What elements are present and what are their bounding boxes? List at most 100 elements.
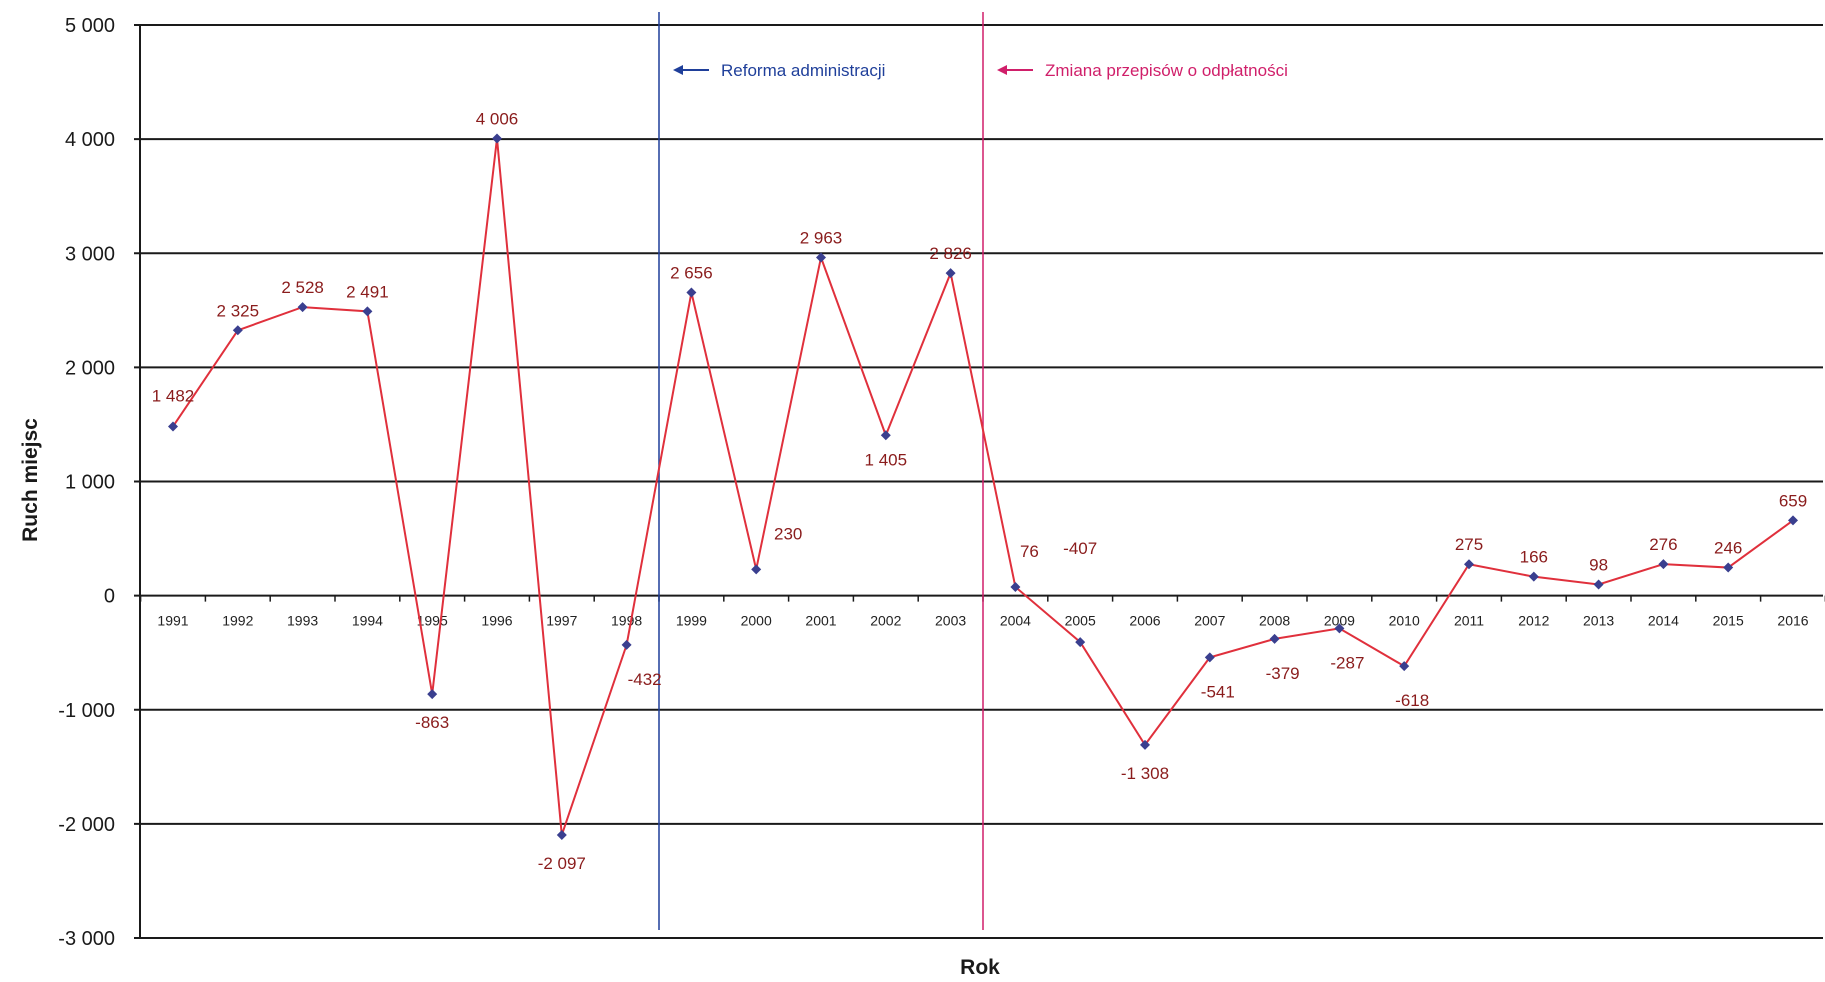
data-label: 246 bbox=[1714, 539, 1742, 558]
data-point bbox=[297, 302, 308, 313]
data-label: 4 006 bbox=[476, 109, 519, 128]
data-point bbox=[232, 325, 243, 336]
y-axis-title: Ruch miejsc bbox=[19, 418, 42, 542]
data-point bbox=[362, 306, 373, 317]
x-tick-label: 2014 bbox=[1648, 613, 1679, 629]
axes bbox=[134, 24, 1825, 939]
x-tick-label: 2004 bbox=[1000, 613, 1031, 629]
data-point bbox=[427, 689, 438, 700]
data-point bbox=[1269, 633, 1280, 644]
data-label: -407 bbox=[1063, 539, 1097, 558]
y-tick-label: 1 000 bbox=[65, 472, 115, 494]
y-tick-label: -3 000 bbox=[58, 928, 115, 950]
data-point bbox=[1010, 581, 1021, 592]
x-tick-label: 2006 bbox=[1129, 613, 1160, 629]
data-label: -863 bbox=[415, 713, 449, 732]
data-point bbox=[816, 252, 826, 263]
data-point bbox=[621, 639, 632, 650]
data-point bbox=[1204, 652, 1215, 663]
x-tick-label: 1997 bbox=[546, 613, 577, 629]
x-tick-labels: 1991 1992 1993 1994 1995 1996 1997 1998 1999 2000… bbox=[157, 613, 1808, 629]
data-label: -2 097 bbox=[538, 854, 586, 873]
regulation-arrowhead-icon bbox=[997, 65, 1007, 75]
data-label: -1 308 bbox=[1121, 764, 1169, 783]
x-tick-label: 1992 bbox=[222, 613, 253, 629]
x-tick-label: 1993 bbox=[287, 613, 318, 629]
data-label: 1 482 bbox=[152, 386, 195, 405]
gridlines bbox=[140, 24, 1823, 939]
data-point bbox=[1593, 579, 1604, 590]
data-point bbox=[168, 421, 178, 432]
data-point bbox=[1334, 623, 1345, 634]
reform-arrowhead-icon bbox=[673, 65, 683, 75]
x-tick-label: 2015 bbox=[1713, 613, 1744, 629]
x-tick-label: 2005 bbox=[1065, 613, 1096, 629]
x-tick-label: 2013 bbox=[1583, 613, 1614, 629]
data-label: 2 528 bbox=[281, 278, 324, 297]
x-tick-label: 1991 bbox=[157, 613, 188, 629]
x-tick-label: 2008 bbox=[1259, 613, 1290, 629]
data-label: 166 bbox=[1520, 548, 1548, 567]
data-point bbox=[492, 133, 502, 144]
x-tick-label: 2011 bbox=[1454, 613, 1484, 629]
data-point bbox=[1399, 661, 1410, 672]
x-axis-title: Rok bbox=[960, 956, 1000, 979]
x-tick-label: 1996 bbox=[481, 613, 512, 629]
y-tick-label: 5 000 bbox=[65, 15, 115, 37]
x-tick-label: 1994 bbox=[352, 613, 383, 629]
data-points bbox=[168, 133, 1798, 840]
x-tick-label: 2001 bbox=[805, 613, 836, 629]
data-label: 76 bbox=[1020, 542, 1039, 561]
x-tick-label: 2016 bbox=[1777, 613, 1808, 629]
data-point bbox=[1723, 562, 1734, 573]
data-point bbox=[880, 430, 891, 441]
x-tick-label: 2010 bbox=[1389, 613, 1420, 629]
x-tick-label: 1999 bbox=[676, 613, 707, 629]
data-labels: 1 482 2 325 2 528 2 491 -863 4 006 -2 097 -432 2… bbox=[152, 109, 1807, 873]
x-tick-label: 1998 bbox=[611, 613, 642, 629]
x-tick-label: 2009 bbox=[1324, 613, 1355, 629]
regulation-annotation: Zmiana przepisów o odpłatności bbox=[1045, 61, 1288, 80]
data-label: 2 826 bbox=[929, 244, 972, 263]
data-label: 1 405 bbox=[865, 450, 908, 469]
data-label: 2 325 bbox=[217, 301, 260, 320]
reform-annotation: Reforma administracji bbox=[721, 61, 885, 80]
x-tick-label: 2002 bbox=[870, 613, 901, 629]
data-label: -541 bbox=[1201, 682, 1235, 701]
y-tick-label: -1 000 bbox=[58, 700, 115, 722]
y-tick-label: 2 000 bbox=[65, 357, 115, 379]
data-label: -432 bbox=[628, 670, 662, 689]
data-label: 276 bbox=[1649, 535, 1677, 554]
data-point bbox=[686, 287, 697, 298]
data-label: 2 656 bbox=[670, 264, 713, 283]
annotations: Reforma administracji Zmiana przepisów o … bbox=[673, 61, 1288, 80]
data-label: -287 bbox=[1330, 653, 1364, 672]
data-point bbox=[1528, 571, 1539, 582]
x-tick-label: 2003 bbox=[935, 613, 966, 629]
y-tick-label: -2 000 bbox=[58, 814, 115, 836]
data-point bbox=[1140, 739, 1150, 750]
data-label: 98 bbox=[1589, 555, 1608, 574]
data-point bbox=[1075, 637, 1086, 648]
data-point bbox=[1464, 559, 1474, 570]
data-point bbox=[751, 564, 762, 575]
data-point bbox=[1788, 515, 1798, 526]
data-point bbox=[1658, 559, 1669, 570]
data-point bbox=[945, 268, 956, 279]
y-tick-label: 4 000 bbox=[65, 129, 115, 151]
y-tick-label: 0 bbox=[104, 586, 115, 608]
data-label: 2 491 bbox=[346, 282, 389, 301]
data-label: -379 bbox=[1266, 664, 1300, 683]
x-tick-label: 2000 bbox=[741, 613, 772, 629]
data-label: -618 bbox=[1395, 691, 1429, 710]
data-label: 2 963 bbox=[800, 228, 843, 247]
x-tick-label: 2012 bbox=[1518, 613, 1549, 629]
data-label: 659 bbox=[1779, 491, 1807, 510]
data-label: 275 bbox=[1455, 535, 1483, 554]
y-tick-labels: 5 000 4 000 3 000 2 000 1 000 0 -1 000 -2 000 -3… bbox=[58, 15, 115, 950]
y-tick-label: 3 000 bbox=[65, 243, 115, 265]
data-label: 230 bbox=[774, 524, 802, 543]
x-tick-label: 2007 bbox=[1194, 613, 1225, 629]
